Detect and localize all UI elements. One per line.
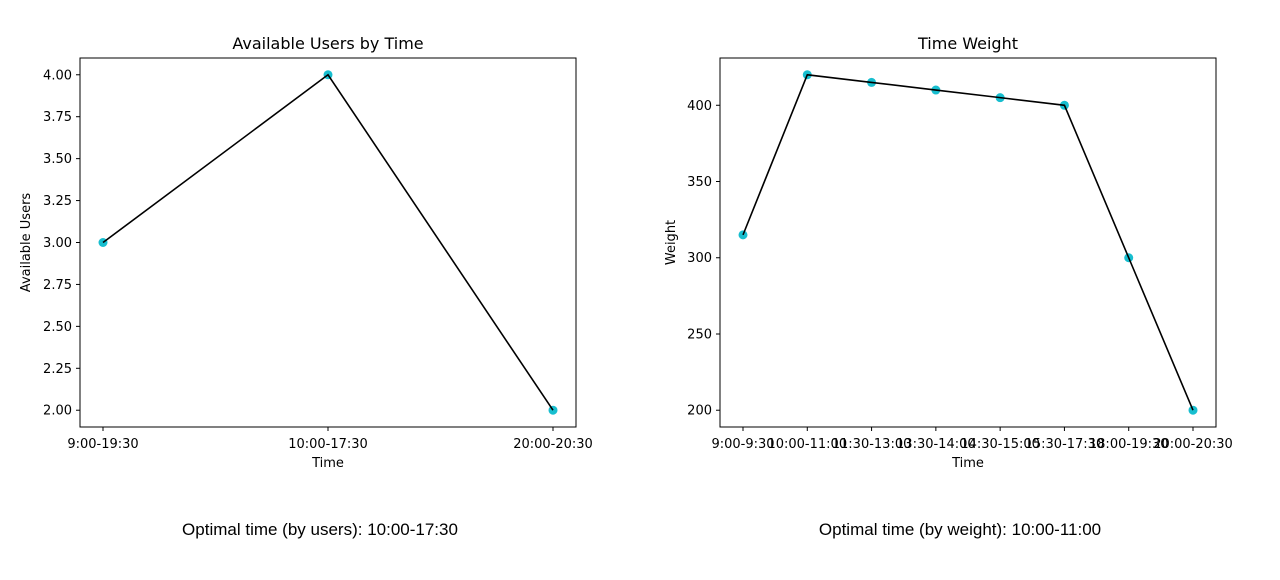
x-tick-label-users: 10:00-17:30 — [288, 437, 368, 452]
chart-title-weight: Time Weight — [917, 34, 1018, 53]
plot-frame-weight — [719, 57, 1217, 428]
x-axis-label-users: Time — [311, 456, 344, 471]
y-tick-label-weight: 200 — [687, 404, 712, 419]
y-tick-label-users: 3.00 — [43, 236, 72, 251]
y-tick-label-users: 2.25 — [43, 362, 72, 377]
y-tick-label-users: 2.00 — [43, 404, 72, 419]
y-tick-label-weight: 250 — [687, 327, 712, 342]
y-tick-label-users: 2.75 — [43, 278, 72, 293]
x-tick-label-weight: 9:00-9:30 — [711, 437, 774, 452]
series-line-weight — [742, 73, 1194, 411]
x-tick-label-weight: 13:30-14:00 — [896, 437, 976, 452]
y-axis-label-users: Available Users — [19, 193, 34, 293]
x-tick-label-users: 20:00-20:30 — [513, 437, 593, 452]
x-tick-label-weight: 10:00-11:00 — [767, 437, 847, 452]
x-tick-label-weight: 14:30-15:00 — [960, 437, 1040, 452]
x-tick-label-weight: 20:00-20:30 — [1153, 437, 1233, 452]
optimal-time-by-users-caption: Optimal time (by users): 10:00-17:30 — [182, 520, 458, 539]
series-line-users — [102, 73, 554, 411]
x-tick-label-weight: 11:30-13:00 — [832, 437, 912, 452]
x-tick-label-weight: 15:30-17:30 — [1025, 437, 1105, 452]
x-tick-label-weight: 18:00-19:30 — [1089, 437, 1169, 452]
x-tick-label-users: 9:00-19:30 — [67, 437, 138, 452]
chart-title-users: Available Users by Time — [232, 34, 423, 53]
y-tick-label-users: 4.00 — [43, 68, 72, 83]
y-tick-label-weight: 300 — [687, 251, 712, 266]
y-tick-label-weight: 400 — [687, 99, 712, 114]
x-axis-label-weight: Time — [951, 456, 984, 471]
y-tick-label-weight: 350 — [687, 175, 712, 190]
y-tick-label-users: 3.50 — [43, 152, 72, 167]
y-axis-label-weight: Weight — [664, 220, 679, 265]
y-tick-label-users: 2.50 — [43, 320, 72, 335]
y-tick-label-users: 3.25 — [43, 194, 72, 209]
plot-frame-users — [79, 57, 577, 428]
optimal-time-by-weight-caption: Optimal time (by weight): 10:00-11:00 — [818, 520, 1102, 539]
y-tick-label-users: 3.75 — [43, 110, 72, 125]
